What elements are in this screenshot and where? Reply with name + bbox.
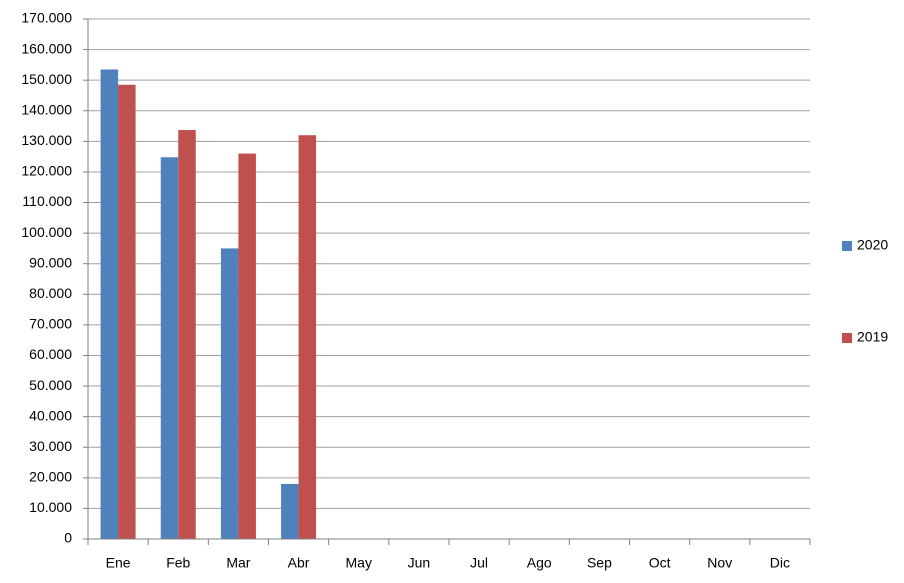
x-tick-label: Sep	[587, 555, 612, 571]
y-tick-label: 30.000	[29, 438, 72, 454]
y-tick-label: 60.000	[29, 346, 72, 362]
legend-swatch	[842, 333, 852, 343]
bar	[118, 84, 136, 539]
x-tick-label: Abr	[288, 555, 310, 571]
x-tick-label: Mar	[226, 555, 250, 571]
x-tick-label: Nov	[707, 555, 732, 571]
y-tick-label: 100.000	[21, 224, 72, 240]
y-tick-label: 110.000	[22, 193, 72, 209]
y-tick-label: 140.000	[21, 101, 72, 117]
bar	[238, 153, 256, 539]
y-tick-label: 40.000	[29, 407, 72, 423]
bar	[281, 483, 299, 539]
bar	[160, 157, 179, 539]
bar	[100, 69, 119, 540]
y-tick-label: 70.000	[29, 316, 72, 332]
y-tick-label: 130.000	[21, 132, 72, 148]
y-tick-label: 170.000	[21, 10, 72, 26]
legend-label: 2020	[857, 237, 888, 253]
x-tick-label: Jul	[470, 555, 488, 571]
bar	[178, 130, 196, 540]
y-tick-label: 90.000	[29, 254, 72, 270]
x-tick-label: Ene	[106, 555, 131, 571]
x-tick-label: Dic	[770, 555, 790, 571]
x-tick-label: Jun	[408, 555, 431, 571]
y-tick-label: 50.000	[29, 377, 72, 393]
x-tick-label: Feb	[166, 555, 190, 571]
y-tick-label: 20.000	[29, 469, 72, 485]
y-tick-label: 120.000	[21, 163, 72, 179]
x-tick-label: Oct	[649, 555, 671, 571]
y-tick-label: 80.000	[29, 285, 72, 301]
x-tick-label: May	[346, 555, 372, 571]
legend-swatch	[842, 241, 852, 251]
y-tick-label: 10.000	[29, 499, 72, 515]
x-tick-label: Ago	[527, 555, 552, 571]
y-tick-label: 150.000	[21, 71, 72, 87]
legend-label: 2019	[857, 329, 888, 345]
bar	[220, 248, 239, 540]
y-tick-label: 0	[64, 530, 72, 546]
bar	[298, 135, 317, 539]
y-tick-label: 160.000	[21, 40, 72, 56]
